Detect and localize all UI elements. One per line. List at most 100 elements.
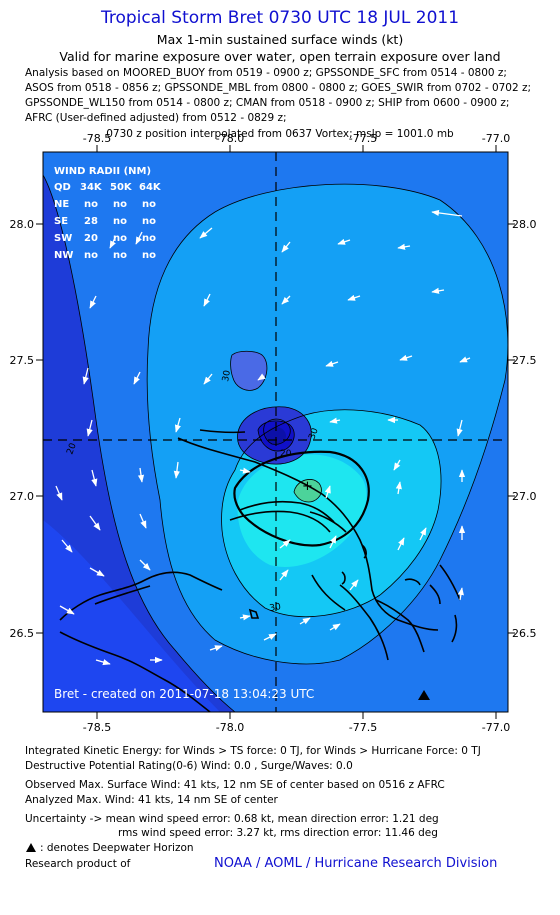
analysis-line: AFRC (User-defined adjusted) from 0512 -… xyxy=(25,112,287,124)
wind-vector-arrow xyxy=(263,633,277,641)
calm-cell-north xyxy=(230,351,267,391)
wind-radii-cell: no xyxy=(142,250,156,261)
wind-radii-cell: no xyxy=(142,233,156,244)
wind-field: + 30 30 30 20 20 WIND RADII (NM) QD 34K … xyxy=(43,152,508,712)
ike-stats: Integrated Kinetic Energy: for Winds > T… xyxy=(25,745,481,757)
wind-radii-cell: SE xyxy=(54,216,68,227)
lon-tick-label: -78.5 xyxy=(83,721,111,734)
uncertainty-rms: rms wind speed error: 3.27 kt, rms direc… xyxy=(118,827,438,839)
contour-label: 30 xyxy=(307,427,320,441)
wind-radii-col: 50K xyxy=(110,182,133,193)
wind-vector-arrow xyxy=(55,485,63,501)
contour-lines xyxy=(43,174,508,712)
lat-tick-label: 26.5 xyxy=(512,627,537,640)
lon-tick-label: -77.5 xyxy=(349,132,377,145)
wind-radii-cell: no xyxy=(113,250,127,261)
wind-vector-arrow xyxy=(329,535,337,549)
wind-vector-arrow xyxy=(459,356,471,363)
wind-vector-arrow xyxy=(199,227,213,239)
wind-vector-arrow xyxy=(324,485,331,499)
wind-radii-cell: no xyxy=(113,233,127,244)
lon-tick-label: -78.5 xyxy=(83,132,111,145)
wind-vector-arrow xyxy=(299,617,311,625)
wind-vector-arrow xyxy=(337,238,351,245)
lon-tick-label: -78.0 xyxy=(216,721,244,734)
analysis-sources: Analysis based on MOORED_BUOY from 0519 … xyxy=(25,66,555,126)
wind-radii-cell: no xyxy=(84,199,98,210)
wind-vector-arrow xyxy=(135,231,143,245)
wind-vector-arrow xyxy=(456,419,463,437)
contour-label: 20 xyxy=(280,449,292,459)
contour-label: 30 xyxy=(221,369,233,382)
lon-tick-label: -78.0 xyxy=(216,132,244,145)
wind-vector-arrow xyxy=(137,467,145,483)
wind-radii-title: WIND RADII (NM) xyxy=(54,166,151,177)
wind-radii-cell: NE xyxy=(54,199,69,210)
contour-label: 20 xyxy=(65,442,78,456)
wind-vector-arrow xyxy=(325,360,339,367)
created-label: Bret - created on 2011-07-18 13:04:23 UT… xyxy=(54,687,314,701)
wind-radii-cell: NW xyxy=(54,250,73,261)
wind-radii-cell: no xyxy=(84,250,98,261)
analyzed-max-wind: Analyzed Max. Wind: 41 kts, 14 nm SE of … xyxy=(25,794,278,806)
research-label: Research product of xyxy=(25,858,131,870)
wind-radii-cell: no xyxy=(142,199,156,210)
position-note: 0730 z position interpolated from 0637 V… xyxy=(106,128,454,140)
wind-vector-arrow xyxy=(203,373,213,385)
map-subtitle: Max 1-min sustained surface winds (kt) xyxy=(156,32,404,47)
plot-frame xyxy=(42,151,509,713)
contour-labels: 30 30 30 20 20 xyxy=(65,369,320,614)
wind-vector-arrow xyxy=(393,459,401,471)
observed-max-wind: Observed Max. Surface Wind: 41 kts, 12 n… xyxy=(25,779,445,791)
wind-max-area xyxy=(294,479,322,502)
coastline xyxy=(59,429,461,712)
lat-tick-label: 27.5 xyxy=(512,354,537,367)
wind-vector-arrow xyxy=(133,371,141,385)
wind-radii-table: WIND RADII (NM) QD 34K 50K 64K NE no no … xyxy=(54,166,162,261)
lat-tick-label: 27.0 xyxy=(512,490,537,503)
wind-vector-arrow xyxy=(89,515,101,531)
deepwater-horizon-icon xyxy=(26,843,36,852)
wind-radii-col: QD xyxy=(54,182,71,193)
wind-vector-arrow xyxy=(239,467,251,474)
wind-vector-arrow xyxy=(59,605,75,615)
wind-vector-arrow xyxy=(139,513,147,529)
lat-tick-label: 27.0 xyxy=(10,490,35,503)
axis-labels: -78.5 -78.0 -77.5 -77.0 -78.5 -78.0 -77.… xyxy=(10,132,537,734)
wind-radii-cell: no xyxy=(113,216,127,227)
deepwater-note: : denotes Deepwater Horizon xyxy=(40,842,194,854)
wind-vector-arrow xyxy=(82,367,89,385)
center-crosshair xyxy=(43,152,508,712)
wind-radii-cell: SW xyxy=(54,233,72,244)
wind-vector-arrow xyxy=(95,659,111,666)
lat-tick-label: 27.5 xyxy=(10,354,35,367)
wind-vector-arrow xyxy=(279,539,291,549)
lon-tick-label: -77.0 xyxy=(482,132,510,145)
wind-radii-cell: 28 xyxy=(84,216,98,227)
analysis-line: Analysis based on MOORED_BUOY from 0519 … xyxy=(25,67,507,79)
wind-radii-cell: 20 xyxy=(84,233,98,244)
lon-tick-label: -77.0 xyxy=(482,721,510,734)
wind-vector-arrow xyxy=(281,241,291,253)
wind-vector-arrow xyxy=(86,419,93,437)
wind-vector-arrow xyxy=(61,539,73,553)
wind-vector-arrow xyxy=(349,579,359,591)
analysis-line: GPSSONDE_WL150 from 0514 - 0800 z; CMAN … xyxy=(25,97,510,109)
wind-vector-arrow xyxy=(89,295,97,309)
wind-vector-arrow xyxy=(173,461,180,479)
uncertainty-mean: Uncertainty -> mean wind speed error: 0.… xyxy=(25,813,439,825)
dpr-stats: Destructive Potential Rating(0-6) Wind: … xyxy=(25,760,353,772)
lat-tick-label: 26.5 xyxy=(10,627,35,640)
lat-tick-label: 28.0 xyxy=(512,218,537,231)
axis-ticks xyxy=(36,145,515,719)
contour-label: 30 xyxy=(269,602,282,614)
analysis-line: ASOS from 0518 - 0856 z; GPSSONDE_MBL fr… xyxy=(25,82,532,94)
wind-vector-arrow xyxy=(399,354,413,361)
analyzed-wind-contour xyxy=(233,450,370,547)
lon-tick-label: -77.5 xyxy=(349,721,377,734)
wind-vector-arrow xyxy=(209,645,223,652)
wind-vector-arrow xyxy=(257,373,266,381)
lat-tick-label: 28.0 xyxy=(10,218,35,231)
wind-radii-cell: no xyxy=(113,199,127,210)
wind-radii-cell: no xyxy=(142,216,156,227)
